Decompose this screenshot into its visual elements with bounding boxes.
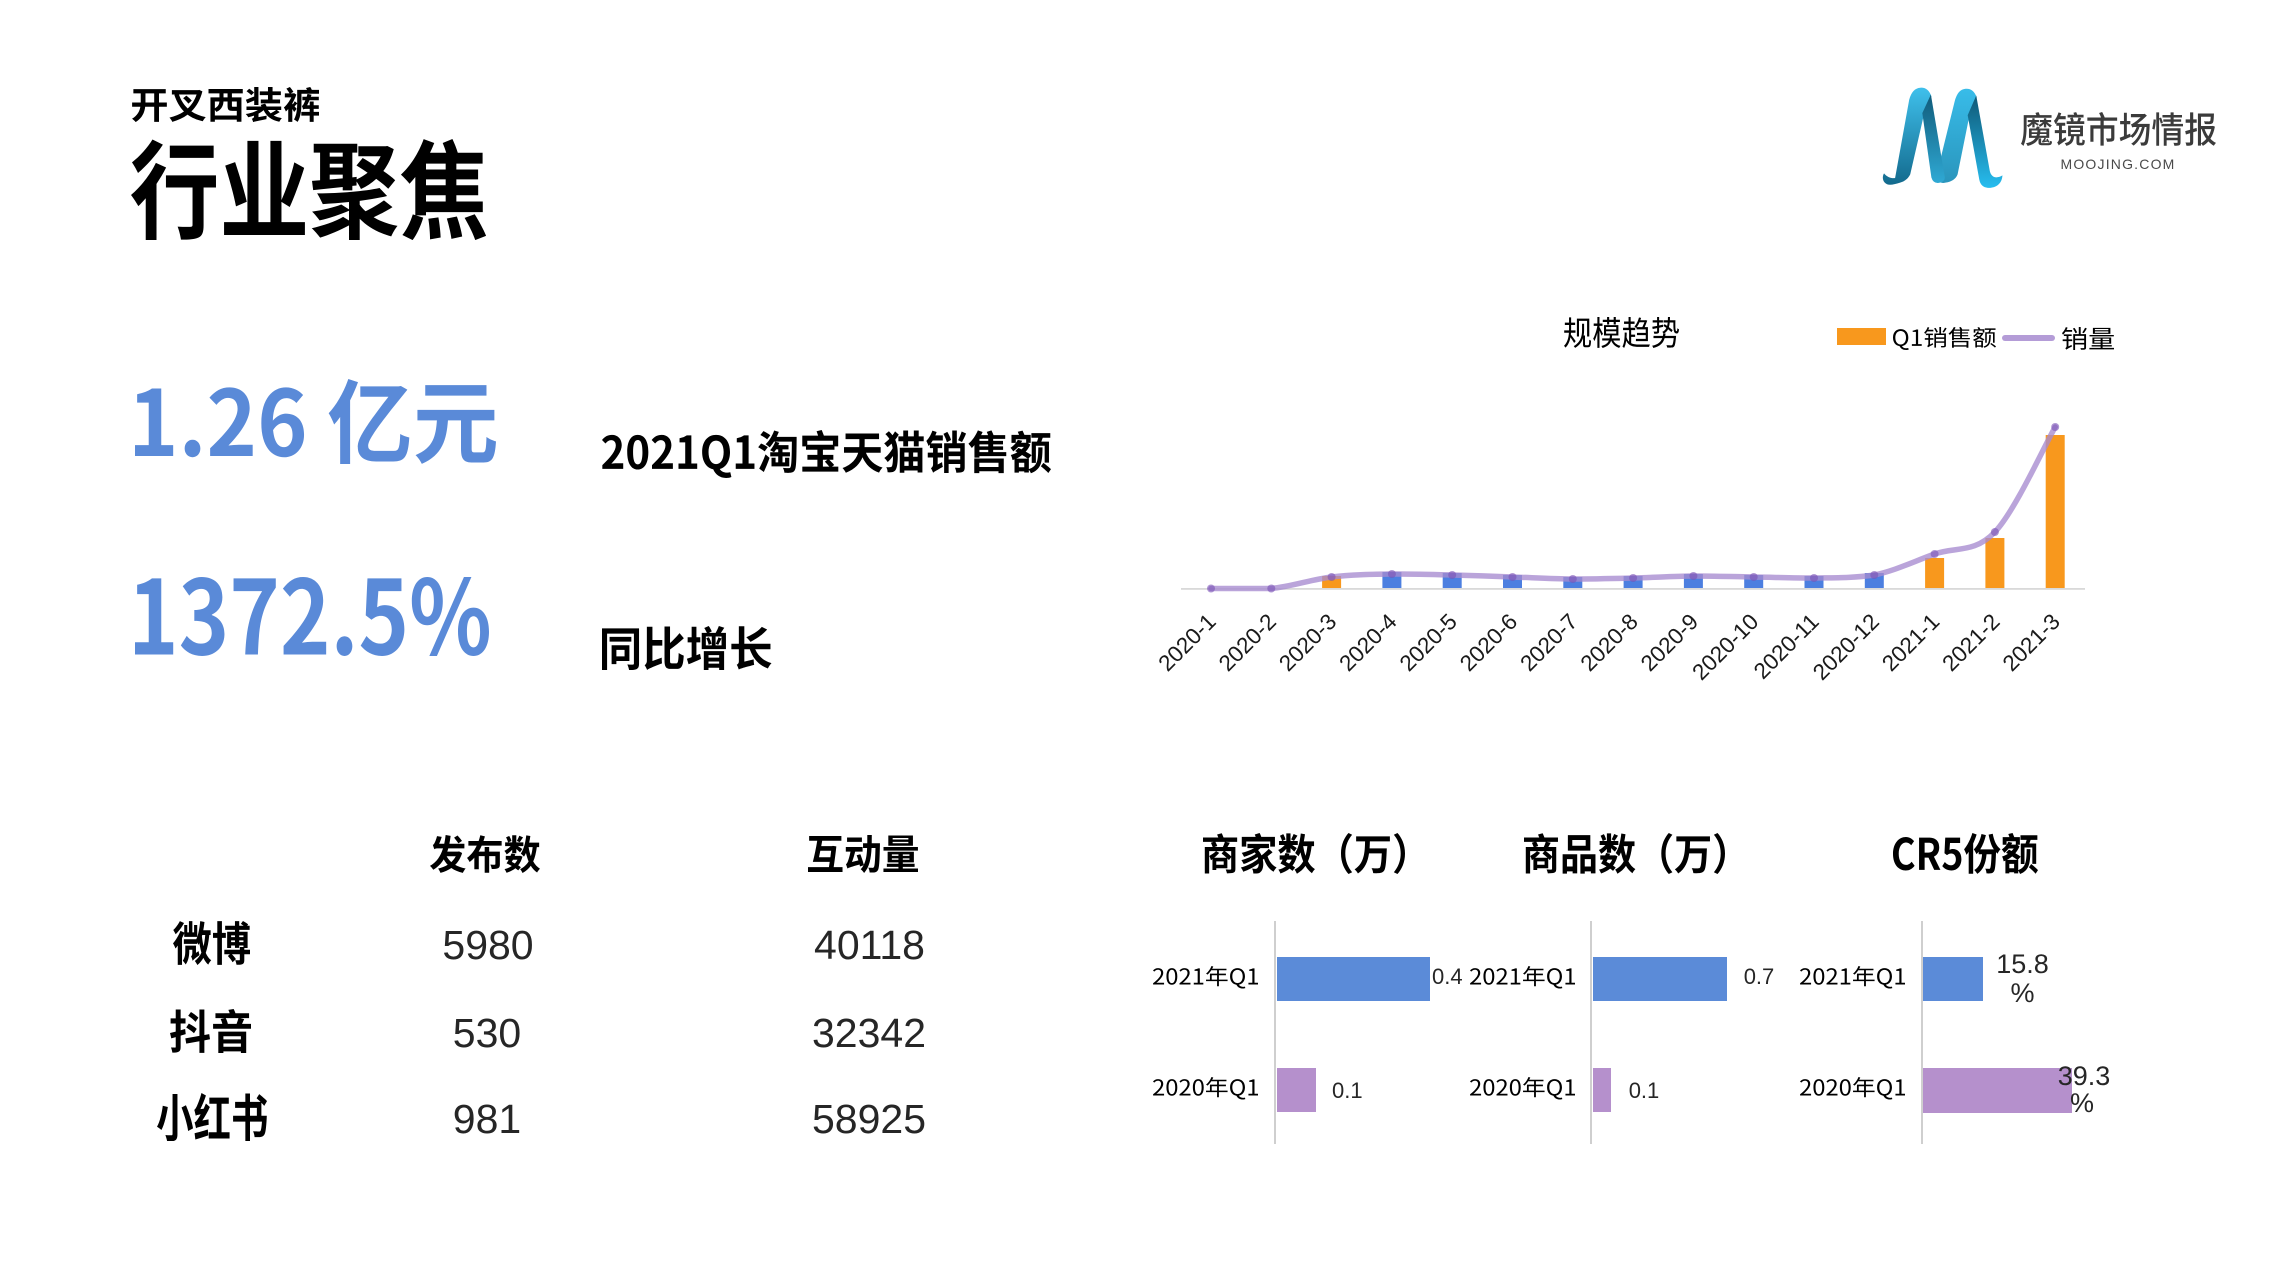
svg-text:2020-3: 2020-3 xyxy=(1274,609,1341,676)
svg-text:2020-12: 2020-12 xyxy=(1808,609,1884,685)
svg-text:2020-8: 2020-8 xyxy=(1576,609,1643,676)
svg-text:2021-2: 2021-2 xyxy=(1937,609,2004,676)
svg-text:2020-2: 2020-2 xyxy=(1214,609,1281,676)
svg-text:2020-1: 2020-1 xyxy=(1154,609,1221,676)
svg-text:2020-7: 2020-7 xyxy=(1515,609,1582,676)
svg-text:2021-3: 2021-3 xyxy=(1998,609,2065,676)
svg-text:2020-6: 2020-6 xyxy=(1455,609,1522,676)
svg-text:2021-1: 2021-1 xyxy=(1877,609,1944,676)
svg-text:2020-10: 2020-10 xyxy=(1687,609,1763,685)
svg-text:2020-5: 2020-5 xyxy=(1395,609,1462,676)
svg-text:2020-4: 2020-4 xyxy=(1334,609,1401,676)
